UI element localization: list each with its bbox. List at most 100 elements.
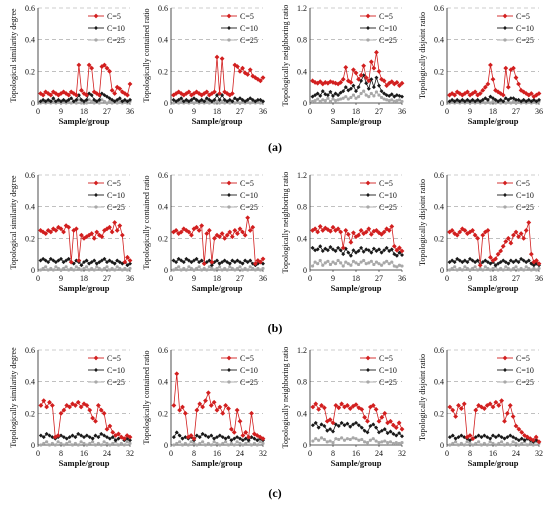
data-point-c25 bbox=[92, 101, 96, 105]
data-point-c25 bbox=[390, 260, 394, 264]
data-point-c10 bbox=[56, 97, 61, 102]
x-axis-title: Sample/group bbox=[468, 458, 519, 468]
data-point-c5 bbox=[467, 229, 473, 235]
data-point-c10 bbox=[203, 433, 208, 438]
data-point-c10 bbox=[222, 97, 227, 102]
data-point-c10 bbox=[248, 258, 253, 263]
data-point-c25 bbox=[212, 101, 217, 105]
x-tick-label: 36 bbox=[398, 274, 406, 283]
data-point-c5 bbox=[186, 229, 192, 235]
data-point-c10 bbox=[447, 435, 452, 440]
data-point-c5 bbox=[482, 84, 488, 90]
x-axis-title: Sample/group bbox=[192, 458, 243, 468]
data-point-c5 bbox=[199, 92, 205, 98]
data-point-c25 bbox=[203, 443, 208, 447]
data-point-c10 bbox=[382, 427, 387, 432]
data-point-c10 bbox=[113, 438, 118, 443]
data-point-c5 bbox=[182, 410, 188, 416]
legend-label: C=5 bbox=[379, 12, 393, 21]
series-C25 bbox=[311, 436, 404, 446]
data-point-c10 bbox=[460, 260, 465, 265]
data-point-c25 bbox=[400, 99, 404, 104]
data-point-c5 bbox=[513, 423, 519, 429]
data-point-c10 bbox=[59, 433, 63, 438]
data-point-c10 bbox=[245, 260, 250, 265]
data-point-c10 bbox=[465, 260, 470, 265]
data-point-c5 bbox=[102, 228, 107, 233]
data-point-c5 bbox=[96, 92, 102, 98]
data-point-c25 bbox=[351, 259, 356, 263]
data-point-c10 bbox=[171, 97, 176, 102]
x-tick-label: 36 bbox=[259, 107, 267, 116]
data-point-c10 bbox=[345, 421, 350, 426]
legend-label: C=10 bbox=[107, 366, 125, 375]
data-point-c5 bbox=[171, 92, 176, 98]
data-point-c5 bbox=[335, 226, 341, 232]
y-tick-label: 0.6 bbox=[434, 346, 444, 355]
data-point-c5 bbox=[477, 262, 483, 268]
data-point-c5 bbox=[345, 231, 351, 237]
x-tick-label: 9 bbox=[468, 274, 472, 283]
data-point-c25 bbox=[359, 260, 363, 264]
legend-label: C=10 bbox=[516, 191, 534, 200]
y-axis-title: Topologically disjoint ratio bbox=[418, 179, 427, 266]
data-point-c10 bbox=[328, 427, 333, 432]
data-point-c25 bbox=[228, 265, 232, 269]
data-point-c10 bbox=[505, 435, 510, 440]
y-tick-label: 0 bbox=[440, 266, 444, 275]
data-point-c25 bbox=[491, 441, 495, 446]
data-point-c10 bbox=[379, 250, 384, 255]
data-point-c25 bbox=[74, 101, 78, 105]
data-point-c5 bbox=[344, 403, 350, 408]
data-point-c5 bbox=[462, 228, 468, 233]
data-point-c10 bbox=[498, 260, 503, 265]
data-point-c5 bbox=[353, 402, 359, 408]
data-point-c5 bbox=[385, 420, 391, 426]
data-point-c10 bbox=[248, 96, 253, 101]
data-point-c5 bbox=[121, 436, 127, 442]
data-point-c10 bbox=[235, 258, 240, 263]
legend-item: C=5 bbox=[88, 354, 121, 363]
data-point-c5 bbox=[476, 403, 482, 408]
data-point-c5 bbox=[176, 89, 182, 95]
data-point-c5 bbox=[224, 232, 230, 238]
data-point-c25 bbox=[192, 268, 196, 272]
data-point-c5 bbox=[475, 92, 481, 98]
data-point-c25 bbox=[471, 443, 475, 447]
data-point-c5 bbox=[339, 401, 345, 407]
data-point-c25 bbox=[377, 262, 381, 266]
data-point-c10 bbox=[56, 258, 61, 263]
x-tick-label: 36 bbox=[126, 107, 134, 116]
data-point-c5 bbox=[49, 403, 55, 408]
series-C25 bbox=[172, 440, 265, 447]
data-point-c5 bbox=[72, 403, 78, 408]
data-point-c25 bbox=[91, 440, 95, 444]
data-point-c5 bbox=[356, 232, 361, 238]
data-point-c10 bbox=[452, 260, 457, 265]
data-point-c10 bbox=[232, 436, 237, 441]
data-point-c10 bbox=[199, 97, 204, 102]
legend-item: C=5 bbox=[360, 354, 393, 363]
y-tick-label: 0.6 bbox=[25, 171, 35, 180]
data-point-c25 bbox=[339, 97, 343, 101]
data-point-c5 bbox=[53, 228, 59, 233]
data-point-c10 bbox=[531, 97, 536, 102]
data-point-c10 bbox=[480, 260, 485, 265]
data-point-c5 bbox=[522, 433, 528, 438]
data-point-c25 bbox=[348, 437, 352, 442]
data-point-c25 bbox=[318, 99, 322, 104]
legend-label: C=5 bbox=[379, 179, 393, 188]
data-point-c5 bbox=[333, 228, 338, 233]
data-point-c5 bbox=[68, 89, 74, 95]
data-point-c25 bbox=[256, 266, 260, 271]
data-point-c10 bbox=[511, 96, 516, 101]
data-point-c10 bbox=[53, 99, 58, 104]
data-point-c25 bbox=[221, 441, 225, 446]
data-point-c10 bbox=[105, 94, 109, 99]
data-point-c5 bbox=[249, 410, 254, 416]
data-point-c10 bbox=[351, 422, 356, 427]
data-point-c5 bbox=[393, 425, 399, 430]
x-tick-label: 27 bbox=[103, 107, 111, 116]
series-C25 bbox=[310, 258, 404, 269]
series-C25 bbox=[39, 440, 132, 447]
